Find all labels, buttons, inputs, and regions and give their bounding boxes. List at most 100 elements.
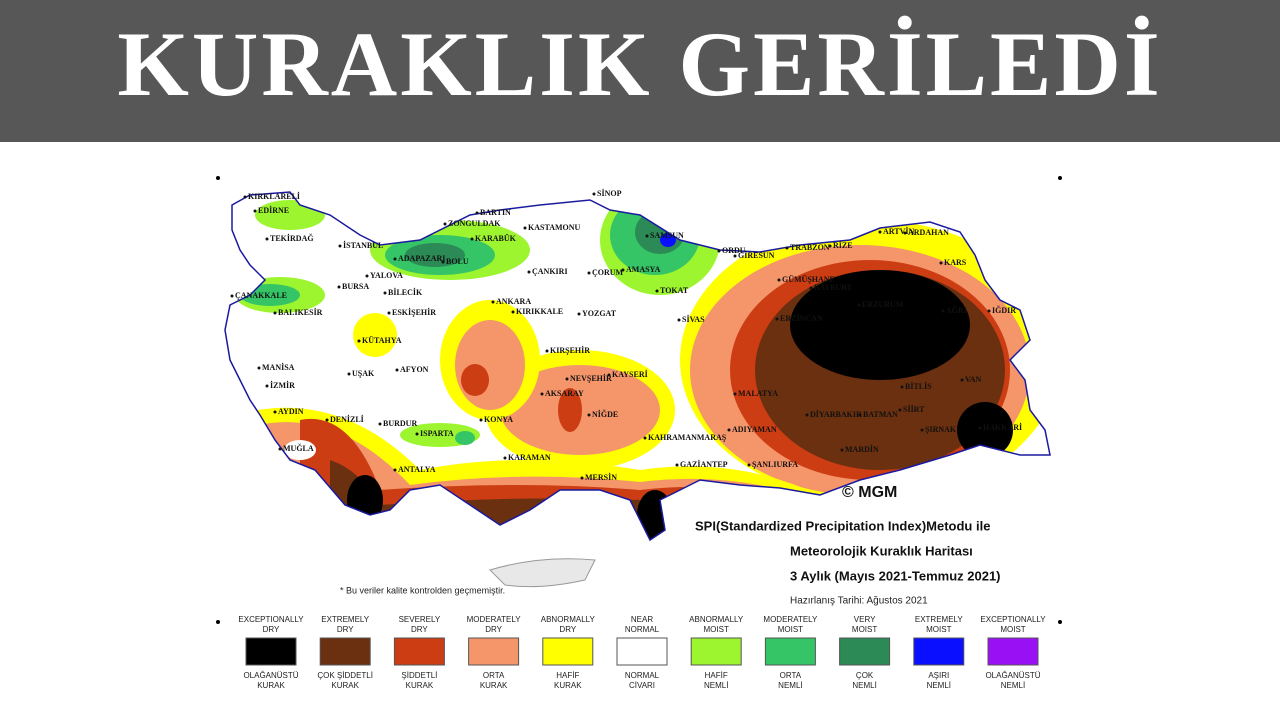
corner-dot <box>216 176 220 180</box>
city-label: TOKAT <box>660 286 689 295</box>
legend-swatch <box>690 637 742 666</box>
city-label: BATMAN <box>863 410 898 419</box>
city-dot <box>393 257 397 261</box>
moist-zone <box>660 233 676 247</box>
city-label: BURSA <box>342 282 369 291</box>
legend-en: MODERATELY <box>763 615 818 624</box>
city-dot <box>898 408 902 412</box>
city-label: ANKARA <box>496 297 531 306</box>
city-dot <box>325 418 329 422</box>
city-dot <box>357 339 361 343</box>
drought-zone <box>461 364 489 396</box>
city-label: ISPARTA <box>420 429 454 438</box>
city-label: MANİSA <box>262 362 295 372</box>
city-label: ERZİNCAN <box>780 313 823 323</box>
city-label: KÜTAHYA <box>362 336 402 345</box>
city-dot <box>527 270 531 274</box>
city-dot <box>727 428 731 432</box>
title-block: SPI(Standardized Precipitation Index)Met… <box>695 518 1001 606</box>
legend-tr: NEMLİ <box>927 681 951 690</box>
city-dot <box>858 413 862 417</box>
legend-tr: KURAK <box>554 681 582 690</box>
legend-en: DRY <box>263 625 280 634</box>
legend-tr: HAFİF <box>556 671 579 680</box>
copyright: © MGM <box>842 484 897 501</box>
legend-swatch <box>913 637 965 666</box>
city-dot <box>475 211 479 215</box>
city-label: ADAPAZARI <box>398 254 445 263</box>
city-label: IĞDIR <box>992 305 1016 315</box>
city-label: ADIYAMAN <box>732 425 777 434</box>
map-date: Hazırlanış Tarihi: Ağustos 2021 <box>790 596 928 607</box>
city-label: ŞANLIURFA <box>752 460 798 469</box>
legend-swatch <box>616 637 668 666</box>
city-dot <box>645 234 649 238</box>
city-label: KIRKLARELİ <box>248 191 300 201</box>
legend-tr: NEMLİ <box>778 681 802 690</box>
city-label: NEVŞEHİR <box>570 373 612 383</box>
city-label: ANTALYA <box>398 465 436 474</box>
city-dot <box>920 428 924 432</box>
city-label: KASTAMONU <box>528 223 581 232</box>
city-label: ARTVİN <box>883 226 915 236</box>
legend-en: DRY <box>559 625 576 634</box>
city-label: BİLECİK <box>388 287 423 297</box>
city-label: BAYBURT <box>814 283 853 292</box>
city-dot <box>365 274 369 278</box>
legend-en: MOIST <box>1000 625 1025 634</box>
city-dot <box>523 226 527 230</box>
legend-en: DRY <box>411 625 428 634</box>
city-dot <box>939 261 943 265</box>
city-dot <box>643 436 647 440</box>
drought-zone <box>558 388 582 432</box>
city-label: ŞIRNAK <box>925 425 957 434</box>
city-dot <box>621 268 625 272</box>
legend-en: ABNORMALLY <box>689 615 744 624</box>
city-label: RİZE <box>833 240 853 250</box>
legend-tr: OLAĞANÜSTÜ <box>985 671 1040 680</box>
legend: EXCEPTIONALLYDRYOLAĞANÜSTÜKURAKEXTREMELY… <box>238 615 1046 690</box>
city-dot <box>857 303 861 307</box>
legend-tr: NEMLİ <box>1001 681 1025 690</box>
city-dot <box>809 286 813 290</box>
city-dot <box>675 463 679 467</box>
city-dot <box>491 300 495 304</box>
city-label: GİRESUN <box>738 250 775 260</box>
city-labels: KIRKLARELİ EDİRNE TEKİRDAĞ İSTANBUL ZONGULDA… <box>230 188 1022 482</box>
city-label: UŞAK <box>352 369 375 378</box>
city-label: VAN <box>965 375 982 384</box>
legend-en: DRY <box>337 625 354 634</box>
city-dot <box>441 260 445 264</box>
city-label: İZMİR <box>270 380 295 390</box>
cyprus <box>489 558 596 588</box>
legend-en: EXCEPTIONALLY <box>238 615 304 624</box>
city-dot <box>415 432 419 436</box>
drought-zone <box>637 490 673 540</box>
city-label: ERZURUM <box>862 300 904 309</box>
city-label: YOZGAT <box>582 309 617 318</box>
city-dot <box>587 271 591 275</box>
legend-en: EXTREMELY <box>321 615 370 624</box>
city-label: ORDU <box>722 246 746 255</box>
city-dot <box>903 231 907 235</box>
city-label: ÇORUM <box>592 268 624 277</box>
city-label: MALATYA <box>738 389 778 398</box>
city-label: KONYA <box>484 415 513 424</box>
legend-tr: OLAĞANÜSTÜ <box>243 671 298 680</box>
city-dot <box>960 378 964 382</box>
city-label: KIRIKKALE <box>516 307 563 316</box>
legend-en: MOIST <box>926 625 951 634</box>
city-dot <box>540 392 544 396</box>
legend-tr: ŞİDDETLİ <box>401 671 437 680</box>
drought-zone <box>790 270 970 380</box>
legend-tr: ÇOK <box>856 671 874 680</box>
moist-zone <box>255 200 325 230</box>
legend-tr: KURAK <box>480 681 508 690</box>
legend-tr: ORTA <box>483 671 505 680</box>
legend-en: MOIST <box>704 625 729 634</box>
city-label: EDİRNE <box>258 205 289 215</box>
city-dot <box>655 289 659 293</box>
city-dot <box>775 317 779 321</box>
city-label: TEKİRDAĞ <box>270 233 314 243</box>
